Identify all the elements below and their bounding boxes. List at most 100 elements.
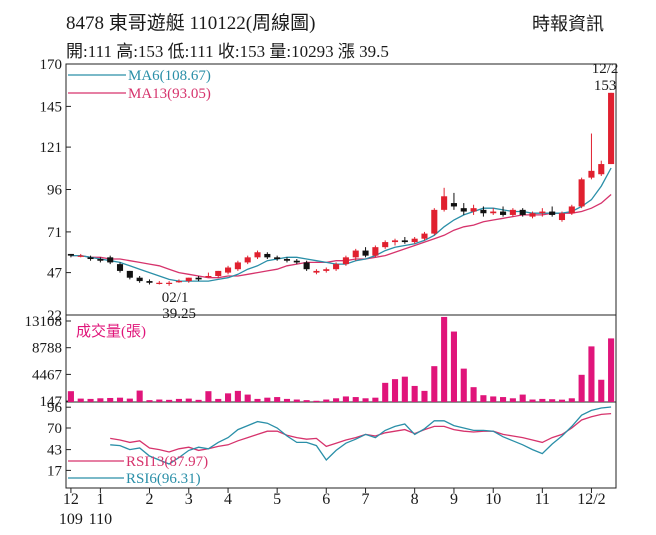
price-tick-label: 71 xyxy=(47,225,62,241)
volume-bar xyxy=(549,399,556,402)
volume-bar xyxy=(441,316,448,402)
volume-bar xyxy=(303,400,310,402)
volume-bar xyxy=(77,398,84,402)
candle-body xyxy=(126,270,133,278)
candle-body xyxy=(500,211,507,215)
rsi13-line xyxy=(110,412,612,453)
candle-body xyxy=(509,209,516,215)
candle-body xyxy=(156,282,163,284)
volume-bar xyxy=(480,395,487,402)
ma13-line xyxy=(70,194,612,279)
x-month-label: 1 xyxy=(96,491,104,508)
volume-bar xyxy=(608,338,615,402)
volume-bar xyxy=(264,397,271,402)
volume-bar xyxy=(578,374,585,402)
price-tick-label: 22 xyxy=(47,308,62,324)
candle-body xyxy=(441,196,448,210)
volume-tick-label: 8788 xyxy=(32,341,62,357)
candle-body xyxy=(480,209,487,214)
ma6-legend-label: MA6(108.67) xyxy=(128,68,211,84)
price-tick-label: 145 xyxy=(40,99,63,115)
candle-body xyxy=(87,257,94,260)
rsi-tick-label: 43 xyxy=(47,443,62,459)
candle-body xyxy=(97,259,104,261)
volume-bar xyxy=(568,398,575,402)
candle-body xyxy=(382,242,389,248)
ohlc-summary: 開:111 高:153 低:111 收:153 量:10293 漲 39.5 xyxy=(66,42,389,61)
candle-body xyxy=(460,208,467,212)
price-tick-label: 121 xyxy=(40,140,63,156)
volume-bar xyxy=(313,400,320,402)
rsi6-line xyxy=(110,406,612,465)
candle-body xyxy=(303,262,310,270)
x-month-label: 11 xyxy=(535,491,550,508)
volume-bar xyxy=(205,391,212,402)
candle-body xyxy=(146,281,153,283)
volume-bar xyxy=(97,398,104,402)
volume-bar xyxy=(215,398,222,402)
candle-body xyxy=(450,203,457,207)
volume-bar xyxy=(146,400,153,402)
volume-bar xyxy=(391,379,399,402)
chart-frame xyxy=(65,63,617,489)
candle-body xyxy=(254,252,261,258)
volume-bar xyxy=(244,394,251,402)
volume-bar xyxy=(136,390,143,402)
candle-body xyxy=(333,264,340,270)
candle-body xyxy=(352,250,359,258)
volume-bar xyxy=(323,399,330,402)
candle-body xyxy=(215,270,222,276)
candle-body xyxy=(401,240,408,243)
price-tick-label: 96 xyxy=(47,183,63,199)
volume-bar xyxy=(519,394,526,402)
candle-body xyxy=(372,247,379,256)
volume-bar xyxy=(352,397,359,402)
x-month-label: 12/2 xyxy=(577,491,605,508)
candle-body xyxy=(313,270,320,273)
low-price-label: 39.25 xyxy=(162,306,196,322)
volume-bar xyxy=(558,399,566,402)
x-month-label: 3 xyxy=(185,491,193,508)
volume-bar xyxy=(401,376,408,402)
high-date-label: 12/2 xyxy=(592,61,619,77)
volume-tick-label: 147 xyxy=(40,394,63,410)
volume-bar xyxy=(283,398,291,402)
volume-bar xyxy=(362,398,369,402)
candle-body xyxy=(323,269,330,271)
candle-body xyxy=(293,260,300,263)
x-year-label: 110 xyxy=(89,511,112,528)
x-month-label: 9 xyxy=(450,491,458,508)
candle-body xyxy=(225,267,232,273)
candle-body xyxy=(558,213,566,221)
volume-bar xyxy=(254,398,261,402)
volume-bar xyxy=(450,331,457,402)
volume-bar xyxy=(431,366,438,402)
candle-body xyxy=(539,211,546,214)
candle-body xyxy=(411,238,418,243)
volume-title: 成交量(張) xyxy=(76,322,146,340)
x-month-label: 4 xyxy=(224,491,232,508)
high-price-label: 153 xyxy=(594,78,617,94)
candle-body xyxy=(578,179,585,207)
volume-bar xyxy=(274,397,281,402)
candle-body xyxy=(568,206,575,214)
volume-bar xyxy=(598,379,605,402)
volume-bar xyxy=(421,390,428,402)
volume-bar xyxy=(234,390,241,402)
candle-body xyxy=(431,209,438,234)
volume-bar xyxy=(470,387,477,402)
volume-bar xyxy=(490,396,497,402)
volume-bar xyxy=(333,398,340,402)
candle-body xyxy=(244,257,251,263)
volume-bar xyxy=(500,397,507,402)
low-date-label: 02/1 xyxy=(162,290,189,306)
x-month-label: 10 xyxy=(485,491,501,508)
rsi-tick-label: 17 xyxy=(47,463,63,479)
candle-body xyxy=(519,209,526,215)
candle-body xyxy=(67,253,74,256)
volume-tick-label: 13108 xyxy=(25,314,63,330)
candle-body xyxy=(283,259,291,261)
candle-body xyxy=(166,282,173,284)
candle-body xyxy=(391,240,399,243)
